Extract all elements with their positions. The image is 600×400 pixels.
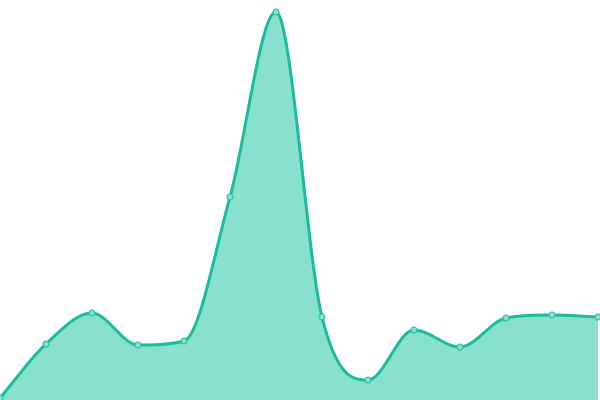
data-point-8 <box>364 376 372 384</box>
data-point-1 <box>42 340 50 348</box>
data-point-13 <box>594 313 600 321</box>
data-point-4 <box>180 337 188 345</box>
data-point-0 <box>0 394 4 400</box>
data-point-12 <box>548 311 556 319</box>
area-fill <box>0 12 598 400</box>
series-line <box>0 10 599 399</box>
data-points <box>0 8 600 400</box>
data-point-6 <box>272 8 280 16</box>
data-point-2 <box>88 309 96 317</box>
data-point-7 <box>318 313 326 321</box>
data-point-10 <box>456 343 464 351</box>
data-point-3 <box>134 341 142 349</box>
data-point-9 <box>410 326 418 334</box>
data-point-11 <box>502 314 510 322</box>
data-point-5 <box>226 193 234 201</box>
